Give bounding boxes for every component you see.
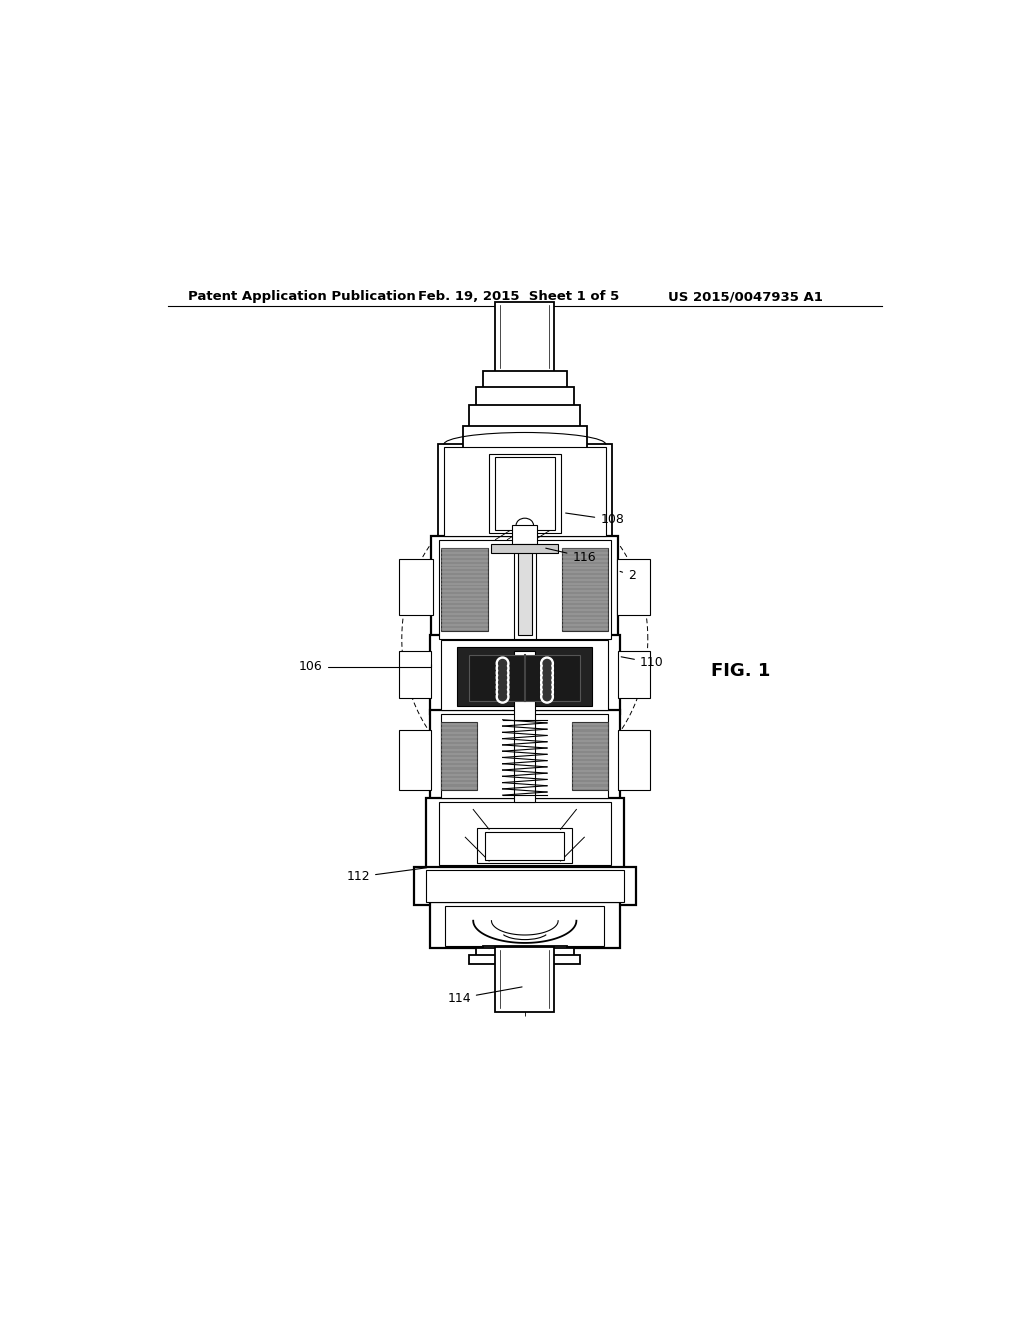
Bar [399,651,431,698]
Bar [463,426,587,450]
Bar [489,454,560,533]
Circle shape [497,657,509,669]
Text: 106: 106 [299,660,431,673]
Circle shape [543,684,551,692]
Text: 2: 2 [620,569,636,582]
Bar [399,560,433,615]
Circle shape [541,672,553,684]
Circle shape [499,688,507,696]
Bar [441,548,487,631]
Circle shape [497,672,509,684]
Text: Feb. 19, 2015  Sheet 1 of 5: Feb. 19, 2015 Sheet 1 of 5 [418,290,618,304]
Text: US 2015/0047935 A1: US 2015/0047935 A1 [668,290,822,304]
Bar [492,544,558,553]
Circle shape [543,673,551,681]
Bar [426,870,624,902]
Circle shape [541,661,553,675]
Bar [616,560,650,615]
Text: FIG. 1: FIG. 1 [712,661,771,680]
Circle shape [543,678,551,686]
Bar [426,797,624,869]
Bar [618,730,650,789]
Bar [496,946,554,1012]
Text: 114: 114 [447,987,522,1005]
Text: 110: 110 [622,656,664,669]
Bar [469,405,581,429]
Circle shape [499,669,507,677]
Circle shape [497,667,509,680]
Bar [485,833,564,861]
Bar [562,548,608,631]
Circle shape [497,661,509,675]
Circle shape [499,693,507,701]
Bar [439,540,610,639]
Circle shape [541,667,553,680]
Circle shape [497,690,509,704]
Text: 108: 108 [565,513,624,527]
Circle shape [497,685,509,698]
Bar [477,828,572,863]
Circle shape [543,664,551,672]
Bar [469,954,581,964]
Text: 116: 116 [546,548,596,564]
Bar [495,457,555,531]
Bar [518,548,531,635]
Circle shape [499,678,507,686]
Circle shape [543,660,551,668]
Bar [443,446,606,536]
Bar [437,445,612,540]
Circle shape [541,676,553,689]
Circle shape [543,693,551,701]
Bar [496,301,554,374]
Circle shape [541,685,553,698]
Circle shape [541,681,553,693]
Circle shape [499,660,507,668]
Bar [482,371,567,391]
Circle shape [543,669,551,677]
Bar [475,948,574,956]
Bar [458,647,592,706]
Bar [430,635,621,714]
Circle shape [499,664,507,672]
Bar [441,722,477,789]
Bar [512,525,538,549]
Bar [572,722,608,789]
Circle shape [541,690,553,704]
Text: 112: 112 [346,867,427,883]
Bar [439,801,610,865]
Bar [399,730,431,789]
Text: Patent Application Publication: Patent Application Publication [187,290,416,304]
Bar [618,651,650,698]
Bar [441,714,608,797]
Bar [430,903,621,948]
Bar [431,536,618,643]
Bar [514,544,536,639]
Bar [475,387,574,409]
Circle shape [497,681,509,693]
Circle shape [543,688,551,696]
Bar [445,907,604,946]
Bar [469,655,581,701]
Bar [414,867,636,904]
Circle shape [541,657,553,669]
Circle shape [497,676,509,689]
Bar [441,640,608,710]
Circle shape [499,684,507,692]
Circle shape [499,673,507,681]
Bar [514,651,536,801]
Bar [482,946,567,950]
Bar [430,710,621,801]
